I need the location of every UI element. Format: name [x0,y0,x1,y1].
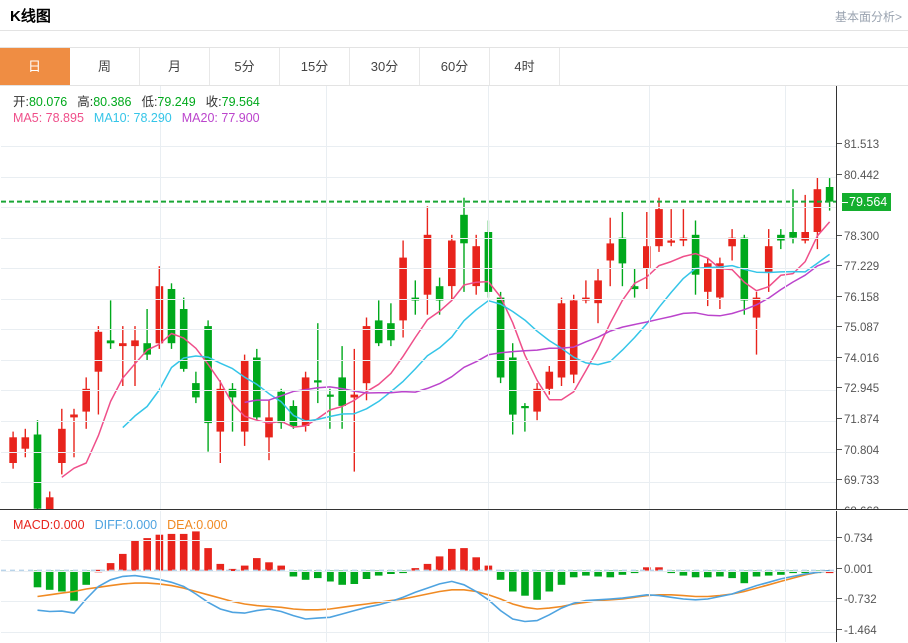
macd-tick-label: 0.734 [837,533,908,545]
fundamental-analysis-link[interactable]: 基本面分析> [834,10,902,24]
panel-divider [0,509,908,510]
price-gridline [1,177,837,178]
price-tick-label: 78.300 [837,231,908,243]
tab-3[interactable]: 5分 [210,48,280,85]
ma10-label: MA10: [93,111,131,125]
price-gridline [1,360,837,361]
ma20-line [244,260,830,404]
macd-vgridline [649,511,650,642]
period-tabbar: 日周月 5分 15分 30分 60分 4时 [0,47,908,86]
tab-7[interactable]: 4时 [490,48,560,85]
page-header: K线图 基本面分析> [0,0,908,31]
macd-axis: 0.734 0.001 -0.732 -1.464 [837,511,908,642]
open-value: 80.076 [28,95,68,109]
price-gridline [1,482,837,483]
price-axis-line [836,86,837,509]
price-gridline [1,390,837,391]
macd-value: 0.000 [53,518,85,532]
page-title: K线图 [10,8,51,25]
price-tick-label: 69.733 [837,475,908,487]
price-tick-label: 72.945 [837,383,908,395]
price-vgridline [785,86,786,509]
close-label: 收: [205,95,222,109]
diff-label: DIFF: [94,518,126,532]
price-vgridline [488,86,489,509]
price-gridline [1,238,837,239]
macd-plot[interactable] [1,511,837,642]
low-value: 79.249 [157,95,196,109]
ohlc-readout: 开:80.076 高:80.386 低:79.249 收:79.564 [13,94,260,111]
price-gridline [1,452,837,453]
macd-readout: MACD:0.000 DIFF:0.000 DEA:0.000 [13,518,228,532]
tab-2[interactable]: 月 [140,48,210,85]
macd-tick-label: 0.001 [837,564,908,576]
price-axis: 81.513 80.442 79.564 78.300 77.229 76.158 75.0… [837,86,908,548]
macd-panel: 0.734 0.001 -0.732 -1.464 MACD:0.000 DIFF:0.… [0,510,908,643]
tabbar-filler [560,48,908,85]
macd-axis-line [836,511,837,642]
macd-gridline [1,601,837,602]
macd-vgridline [488,511,489,642]
price-tick-label: 74.016 [837,353,908,365]
dea-value: 0.000 [196,518,228,532]
macd-label: MACD: [13,518,54,532]
tab-0[interactable]: 日 [0,48,70,85]
macd-gridline [1,571,837,572]
price-vgridline [160,86,161,509]
price-tick-label: 76.158 [837,292,908,304]
close-value: 79.564 [221,95,260,109]
last-price-badge: 79.564 [842,193,892,211]
price-gridline [1,207,837,208]
diff-value: 0.000 [125,518,158,532]
high-value: 80.386 [93,95,132,109]
tab-4[interactable]: 15分 [280,48,350,85]
price-gridline [1,421,837,422]
price-tick-label: 81.513 [837,139,908,151]
macd-vgridline [326,511,327,642]
macd-tick-label: -0.732 [837,594,908,606]
ma10-line [122,253,831,429]
price-gridline [1,299,837,300]
price-tick-label: 77.229 [837,261,908,273]
diff-line [37,569,830,623]
ma-readout: MA5: 78.895 MA10: 78.290 MA20: 77.900 [13,111,260,125]
macd-vgridline [785,511,786,642]
price-tick-label: 75.087 [837,322,908,334]
low-label: 低: [141,95,158,109]
price-plot[interactable] [1,86,837,509]
price-gridline [1,329,837,330]
high-label: 高: [77,95,94,109]
macd-gridline [1,540,837,541]
dea-line [37,569,830,611]
price-gridline [1,268,837,269]
ma20-value: 77.900 [221,111,260,125]
tab-6[interactable]: 60分 [420,48,490,85]
macd-tick-label: -1.464 [837,625,908,637]
price-vgridline [649,86,650,509]
price-gridline [1,146,837,147]
price-panel: 81.513 80.442 79.564 78.300 77.229 76.158 75.0… [0,86,908,548]
macd-vgridline [160,511,161,642]
ma10-value: 78.290 [133,111,172,125]
ma5-value: 78.895 [45,111,84,125]
candle-series [1,177,837,509]
price-tick-label: 71.874 [837,414,908,426]
price-vgridline [326,86,327,509]
tab-1[interactable]: 周 [70,48,140,85]
ma20-label: MA20: [181,111,218,125]
open-label: 开: [13,95,29,109]
macd-gridline [1,632,837,633]
price-tick-label: 70.804 [837,445,908,457]
dea-label: DEA: [167,518,197,532]
price-tick-label: 80.442 [837,170,908,182]
ma5-label: MA5: [13,111,43,125]
ma5-line [61,221,831,478]
tab-5[interactable]: 30分 [350,48,420,85]
chart-area: 81.513 80.442 79.564 78.300 77.229 76.158 75.0… [0,86,908,643]
